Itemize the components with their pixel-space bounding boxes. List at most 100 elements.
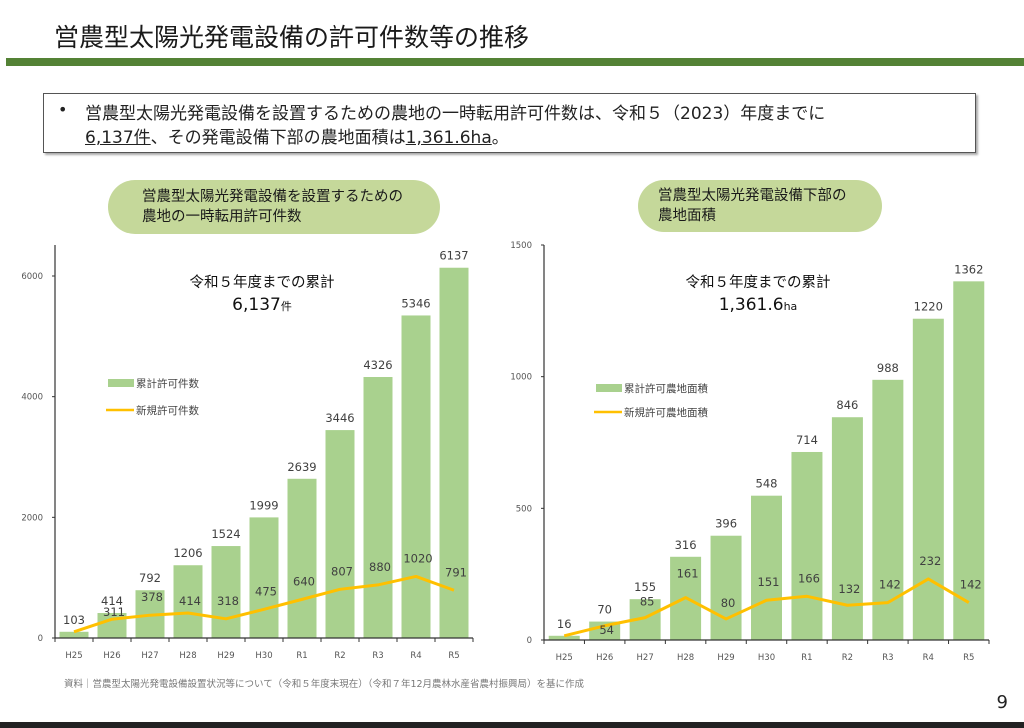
bottom-border [0, 722, 1024, 728]
x-tick-label: R2 [842, 653, 853, 663]
bar-value-label: 3446 [325, 411, 354, 425]
bar-value-label: 16 [557, 617, 572, 631]
bar-value-label: 714 [796, 433, 818, 447]
legend-bar-swatch [108, 379, 134, 387]
right-annotation-line1: 令和５年度までの累計 [686, 274, 831, 291]
x-tick-label: H26 [103, 651, 120, 661]
line-value-label: 791 [445, 565, 467, 579]
summary-middle: 、その発電設備下部の農地面積は [150, 128, 406, 148]
line-value-label: 161 [677, 567, 699, 581]
left-annotation-unit: 件 [281, 300, 292, 313]
left-chart-title: 営農型太陽光発電設備を設置するための 農地の一時転用許可件数 [108, 180, 440, 234]
x-tick-label: H28 [179, 651, 196, 661]
right-chart-title: 営農型太陽光発電設備下部の 農地面積 [638, 180, 882, 232]
y-tick-label: 1500 [510, 241, 532, 251]
bar-value-label: 6137 [439, 249, 468, 263]
y-tick-label: 6000 [21, 272, 43, 282]
bar-value-label: 316 [675, 538, 697, 552]
bar [325, 430, 355, 638]
source-note: 資料｜営農型太陽光発電設備設置状況等について（令和５年度末現在）（令和７年12月… [64, 679, 585, 690]
x-tick-label: H27 [141, 651, 158, 661]
line-value-label: 318 [217, 594, 239, 608]
x-tick-label: R5 [448, 651, 459, 661]
summary-count: 6,137件 [85, 128, 151, 148]
bar [548, 635, 580, 640]
legend-line-label: 新規許可件数 [136, 404, 199, 417]
line-series [563, 577, 970, 638]
summary-box: • 営農型太陽光発電設備を設置するための農地の一時転用許可件数は、令和５（202… [43, 93, 976, 153]
line-value-label: 80 [721, 596, 736, 610]
legend-line-label: 新規許可農地面積 [624, 406, 708, 419]
summary-end: 。 [491, 128, 509, 148]
bar-value-label: 988 [877, 361, 899, 375]
line-value-label: 132 [838, 582, 860, 596]
page-title: 営農型太陽光発電設備の許可件数等の推移 [54, 23, 530, 52]
bar [287, 478, 317, 638]
bar [791, 451, 823, 640]
y-tick-label: 0 [527, 636, 532, 646]
line-value-label: 640 [293, 574, 315, 588]
right-annotation-value-text: 1,361.6ha [719, 295, 798, 315]
left-chart-title-line1: 営農型太陽光発電設備を設置するための [142, 189, 403, 205]
x-tick-label: R1 [296, 651, 307, 661]
left-annotation-line1: 令和５年度までの累計 [190, 274, 335, 291]
title-divider [6, 58, 1024, 66]
bar-value-label: 2639 [287, 460, 316, 474]
line-value-label: 232 [919, 554, 941, 568]
y-tick-label: 2000 [21, 513, 43, 523]
y-tick-label: 500 [516, 504, 532, 514]
bar [249, 517, 279, 638]
x-tick-label: H29 [217, 651, 234, 661]
line-value-label: 311 [103, 605, 125, 619]
line-value-label: 414 [179, 594, 201, 608]
right-annotation-unit: ha [784, 300, 798, 313]
line-series [73, 574, 455, 634]
bar [912, 318, 944, 640]
bar-value-label: 155 [634, 580, 656, 594]
left-annotation-value: 6,137 [232, 295, 281, 315]
x-tick-label: H25 [556, 653, 573, 663]
bar-value-label: 846 [836, 398, 858, 412]
line-value-label: 1020 [403, 551, 432, 565]
bar [173, 565, 203, 638]
bar [710, 535, 742, 640]
bar-value-label: 548 [756, 477, 778, 491]
bar [751, 495, 782, 640]
x-tick-label: H30 [758, 653, 775, 663]
bar-value-label: 103 [63, 613, 85, 627]
bar-value-label: 70 [597, 603, 612, 617]
line-value-label: 378 [141, 590, 163, 604]
y-tick-label: 1000 [510, 373, 532, 383]
x-tick-label: R1 [801, 653, 812, 663]
bar [59, 631, 89, 638]
right-chart-title-line1: 営農型太陽光発電設備下部の [658, 188, 847, 204]
line-value-label: 166 [798, 571, 820, 585]
line-value-label: 54 [599, 623, 614, 637]
x-tick-label: H27 [637, 653, 654, 663]
x-tick-label: H30 [255, 651, 272, 661]
left-annotation-value-text: 6,137件 [232, 295, 292, 315]
x-tick-label: R3 [882, 653, 893, 663]
right-annotation-value: 1,361.6 [719, 295, 784, 315]
bar-value-label: 1524 [211, 527, 240, 541]
x-tick-label: R5 [963, 653, 974, 663]
line-value-label: 880 [369, 560, 391, 574]
bar [363, 376, 393, 638]
bar-value-label: 1362 [954, 262, 983, 276]
x-tick-label: R3 [372, 651, 383, 661]
bar-value-label: 4326 [363, 358, 392, 372]
page-number: 9 [996, 692, 1008, 713]
line-value-label: 85 [640, 595, 655, 609]
line-value-label: 151 [758, 575, 780, 589]
line-value-label: 475 [255, 584, 277, 598]
bar-value-label: 1999 [249, 498, 278, 512]
bar [401, 315, 431, 638]
x-tick-label: R4 [923, 653, 934, 663]
line-value-label: 807 [331, 564, 353, 578]
line-value-label: 142 [879, 578, 901, 592]
bar-value-label: 414 [101, 594, 123, 608]
legend-bar-label: 累計許可件数 [136, 377, 199, 390]
legend-bar-label: 累計許可農地面積 [624, 382, 708, 395]
